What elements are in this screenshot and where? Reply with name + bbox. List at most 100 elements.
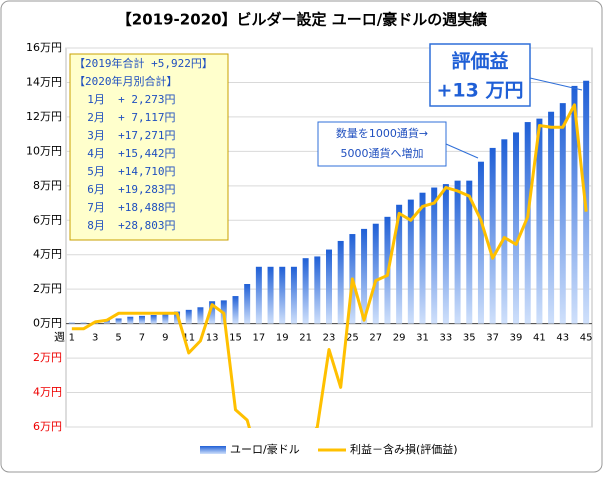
bar — [115, 318, 122, 324]
callout-text: 5000通貨へ増加 — [341, 146, 424, 160]
x-tick-label: 7 — [139, 333, 145, 344]
bar — [396, 204, 403, 324]
y-tick-label: 2万円 — [33, 282, 62, 295]
summary-text: 【2020年月別合計】 — [74, 74, 178, 88]
bar — [501, 139, 508, 324]
bar — [477, 161, 484, 324]
summary-text: 8月 +28,803円 — [74, 219, 175, 232]
bar — [162, 313, 169, 324]
bar — [454, 180, 461, 324]
summary-box — [69, 53, 229, 241]
bar — [279, 266, 286, 324]
summary-text: 4月 +15,442円 — [74, 147, 175, 160]
x-tick-label: 35 — [463, 333, 476, 344]
bar — [150, 315, 157, 324]
bar — [197, 307, 204, 324]
x-tick-label: 1 — [69, 333, 75, 344]
bar — [419, 192, 426, 324]
bar — [466, 180, 473, 324]
bar — [524, 122, 531, 324]
bar — [372, 223, 379, 324]
x-tick-label: 15 — [229, 333, 242, 344]
bar — [244, 284, 251, 324]
y-tick-label: 4万円 — [33, 386, 62, 399]
summary-text: 5月 +14,710円 — [74, 165, 175, 178]
summary-text: 1月 + 2,273円 — [74, 93, 175, 106]
x-tick-label: 3 — [92, 333, 98, 344]
x-tick-label: 17 — [252, 333, 265, 344]
x-tick-label: 13 — [206, 333, 219, 344]
x-axis-label: 週 — [54, 331, 65, 344]
bar — [571, 85, 578, 324]
x-tick-label: 37 — [486, 333, 499, 344]
x-tick-label: 41 — [533, 333, 546, 344]
bar — [536, 118, 543, 324]
callout-text: 数量を1000通貨→ — [336, 126, 428, 140]
x-tick-label: 45 — [580, 333, 593, 344]
x-tick-label: 5 — [115, 333, 121, 344]
x-tick-label: 11 — [182, 333, 195, 344]
bar — [442, 184, 449, 324]
bar — [127, 316, 134, 324]
x-tick-label: 33 — [440, 333, 453, 344]
x-tick-label: 23 — [323, 333, 336, 344]
x-tick-label: 9 — [162, 333, 168, 344]
y-tick-label: 6万円 — [33, 213, 62, 226]
y-tick-label: 16万円 — [26, 41, 62, 54]
x-tick-label: 21 — [299, 333, 312, 344]
y-tick-label: 12万円 — [26, 110, 62, 123]
x-tick-label: 39 — [510, 333, 523, 344]
x-tick-label: 43 — [556, 333, 569, 344]
bar — [232, 296, 239, 324]
bar — [290, 266, 297, 324]
profit-text: +13 万円 — [437, 80, 524, 102]
summary-text: 7月 +18,488円 — [74, 201, 175, 214]
y-tick-label: 0万円 — [33, 317, 62, 330]
bar — [337, 240, 344, 324]
bar — [209, 301, 216, 324]
y-tick-label: 6万円 — [33, 420, 62, 433]
summary-text: 2月 + 7,117円 — [74, 111, 175, 124]
bar — [407, 199, 414, 324]
x-tick-label: 27 — [369, 333, 382, 344]
y-tick-label: 4万円 — [33, 248, 62, 261]
y-tick-label: 10万円 — [26, 144, 62, 157]
x-tick-label: 31 — [416, 333, 429, 344]
bar — [302, 258, 309, 324]
bar — [314, 256, 321, 324]
bar — [489, 147, 496, 324]
bar — [559, 103, 566, 324]
bar — [68, 322, 75, 324]
chart-title: 【2019-2020】ビルダー設定 ユーロ/豪ドルの週実績 — [117, 11, 487, 29]
profit-box — [429, 43, 531, 107]
y-tick-label: 2万円 — [33, 351, 62, 364]
legend-label: ユーロ/豪ドル — [230, 442, 300, 456]
bar — [185, 309, 192, 324]
summary-text: 【2019年合計 +5,922円】 — [74, 56, 213, 70]
line — [71, 103, 588, 428]
bar — [267, 266, 274, 324]
summary-text: 6月 +19,283円 — [74, 183, 175, 196]
summary-text: 3月 +17,271円 — [74, 129, 175, 142]
bar — [431, 187, 438, 324]
bar — [138, 315, 145, 324]
legend-swatch — [200, 446, 226, 454]
bar — [255, 266, 262, 324]
x-tick-label: 25 — [346, 333, 359, 344]
bar — [103, 320, 110, 324]
arrow — [529, 77, 583, 91]
arrow — [445, 143, 479, 159]
x-tick-label: 19 — [276, 333, 289, 344]
legend-label: 利益－含み損(評価益) — [350, 442, 458, 456]
bar — [548, 111, 555, 324]
y-tick-label: 8万円 — [33, 179, 62, 192]
bar — [361, 228, 368, 324]
bar — [326, 249, 332, 324]
x-tick-label: 29 — [393, 333, 406, 344]
bar — [80, 322, 87, 324]
callout-box — [317, 121, 447, 167]
bar — [513, 132, 520, 324]
profit-text: 評価益 — [451, 50, 508, 73]
y-tick-label: 14万円 — [26, 75, 62, 88]
